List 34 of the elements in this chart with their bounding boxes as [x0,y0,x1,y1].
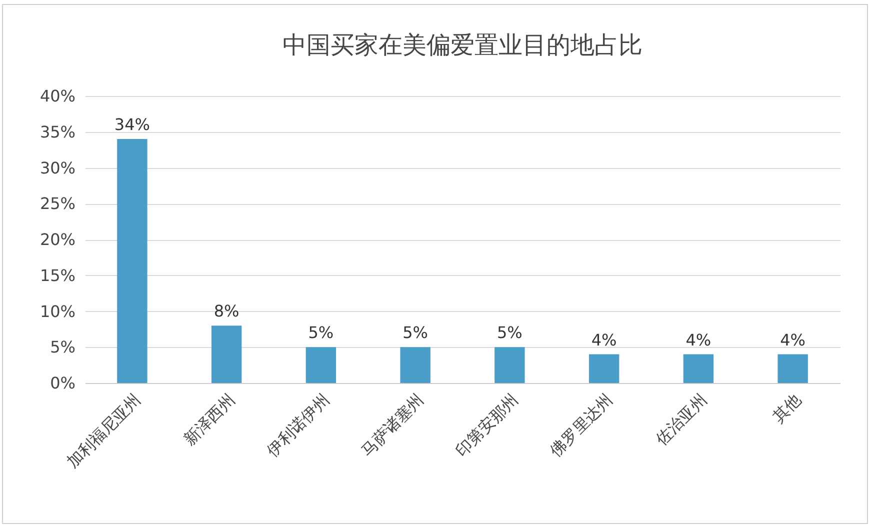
bar [117,139,148,383]
x-tick-label: 佛罗里达州 [546,390,616,460]
x-tick-label: 其他 [768,390,805,426]
data-label: 4% [591,330,617,350]
y-tick-label: 20% [40,230,76,249]
y-tick-label: 35% [40,122,76,142]
y-tick-label: 10% [40,302,76,321]
bar [400,347,430,383]
data-label: 5% [308,323,334,342]
y-tick-label: 5% [50,338,76,357]
y-tick-label: 15% [40,266,76,285]
x-tick-label: 佐治亚州 [652,390,710,449]
bar [306,347,336,383]
x-tick-label: 马萨诸塞州 [357,390,428,460]
y-tick-label: 30% [40,158,76,178]
data-label: 5% [402,323,428,342]
data-label: 34% [114,115,150,134]
data-label: 5% [496,323,522,342]
bar [683,354,714,383]
data-label: 4% [780,330,806,350]
x-tick-label: 新泽西州 [180,390,239,449]
chart-title: 中国买家在美偏爱置业目的地占比 [282,31,642,59]
x-tick-label: 加利福尼亚州 [62,390,144,472]
data-label: 8% [214,302,240,321]
bar [494,347,525,383]
y-tick-label: 0% [50,374,76,392]
y-tick-label: 25% [40,194,76,214]
bar [211,326,242,383]
bar [778,354,808,383]
x-tick-label: 印第安那州 [452,390,522,460]
data-label: 4% [686,330,712,350]
y-tick-label: 40% [40,86,76,106]
x-tick-label: 伊利诺伊州 [262,390,333,460]
bar [588,354,620,383]
